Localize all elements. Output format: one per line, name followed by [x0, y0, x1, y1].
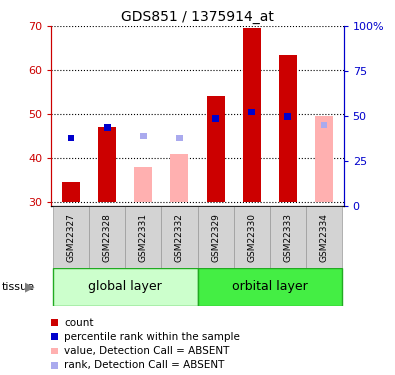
Bar [53, 268, 198, 306]
Bar [125, 206, 162, 268]
Text: tissue: tissue [2, 282, 35, 292]
Bar [68, 135, 74, 141]
Bar [176, 135, 183, 141]
Bar [140, 133, 147, 139]
Bar [321, 122, 327, 128]
Text: value, Detection Call = ABSENT: value, Detection Call = ABSENT [64, 346, 230, 356]
Bar [162, 206, 198, 268]
Bar [89, 206, 125, 268]
Title: GDS851 / 1375914_at: GDS851 / 1375914_at [121, 10, 274, 24]
Text: GSM22328: GSM22328 [103, 213, 112, 262]
Text: rank, Detection Call = ABSENT: rank, Detection Call = ABSENT [64, 360, 225, 370]
Bar [233, 206, 270, 268]
Text: orbital layer: orbital layer [232, 280, 308, 293]
Bar [248, 109, 255, 115]
Bar [270, 206, 306, 268]
Bar [198, 206, 233, 268]
Text: GSM22330: GSM22330 [247, 213, 256, 262]
Bar [62, 182, 80, 202]
Text: count: count [64, 318, 94, 327]
Text: GSM22333: GSM22333 [283, 213, 292, 262]
Bar [212, 115, 219, 122]
Bar [198, 268, 342, 306]
Text: GSM22332: GSM22332 [175, 213, 184, 262]
Bar [284, 113, 291, 120]
Text: GSM22329: GSM22329 [211, 213, 220, 262]
Bar [243, 28, 261, 202]
Text: GSM22334: GSM22334 [319, 213, 328, 262]
Bar [207, 96, 225, 202]
Bar [134, 167, 152, 202]
Text: global layer: global layer [88, 280, 162, 293]
Bar [98, 127, 116, 202]
Bar [53, 206, 89, 268]
Text: ▶: ▶ [25, 280, 34, 293]
Text: GSM22327: GSM22327 [67, 213, 76, 262]
Bar [104, 124, 111, 130]
Bar [306, 206, 342, 268]
Bar [315, 116, 333, 202]
Bar [279, 55, 297, 202]
Text: GSM22331: GSM22331 [139, 213, 148, 262]
Bar [170, 154, 188, 202]
Text: percentile rank within the sample: percentile rank within the sample [64, 332, 240, 342]
